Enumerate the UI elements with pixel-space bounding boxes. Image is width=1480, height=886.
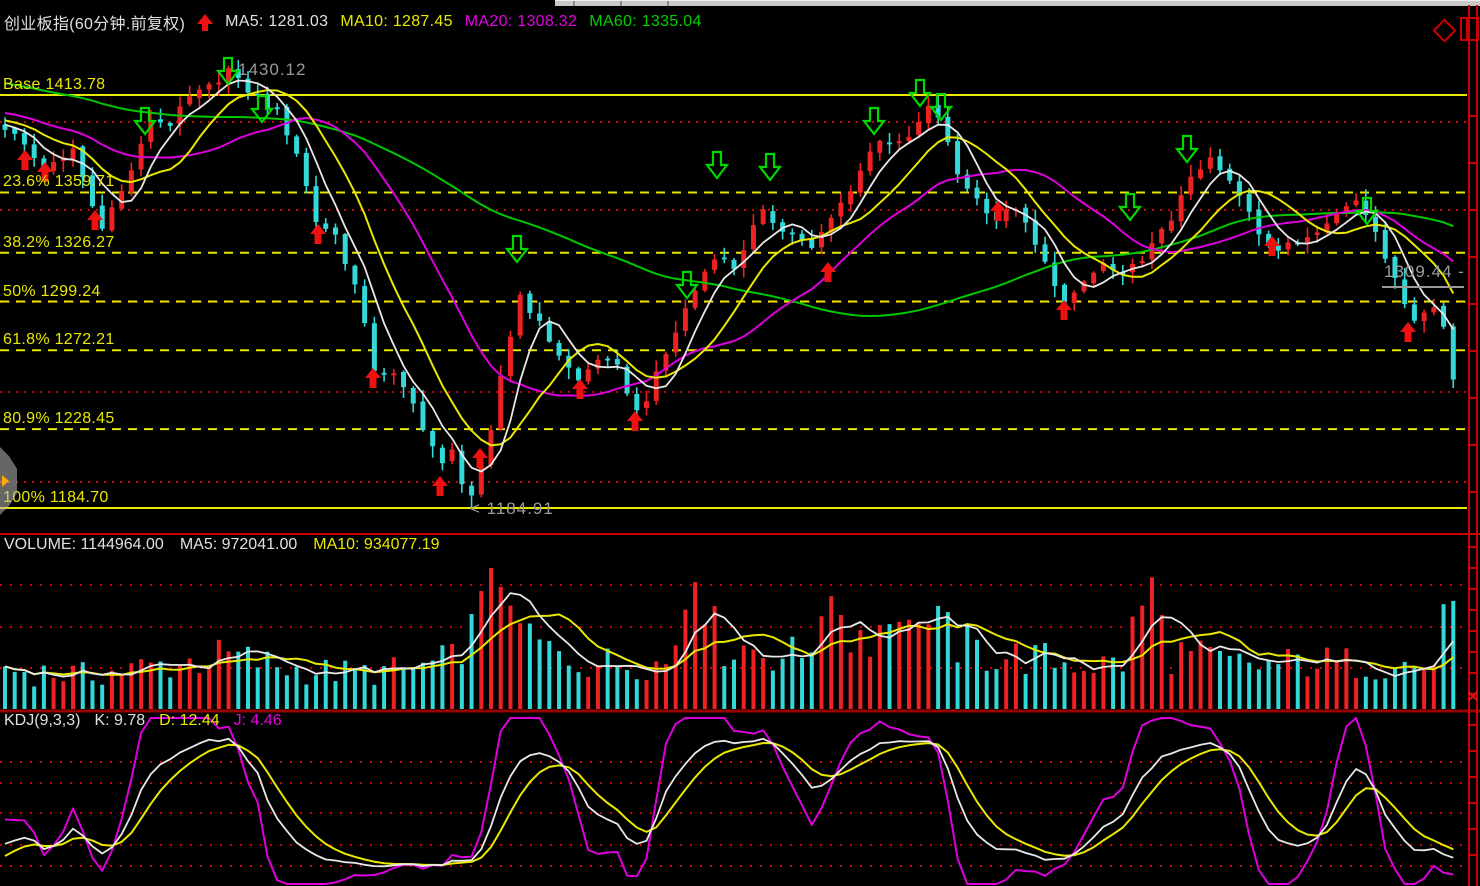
volume-panel-header: VOLUME: 1144964.00 MA5: 972041.00 MA10: … xyxy=(4,536,440,554)
kdj-j-line xyxy=(4,717,1454,885)
toolbar-separator xyxy=(667,1,669,6)
ma20-line xyxy=(4,112,1454,397)
ma10-line xyxy=(4,89,1455,447)
kdj-k-line xyxy=(4,737,1454,868)
fib-lines xyxy=(0,94,1467,510)
buy-signal-arrows xyxy=(17,150,1416,496)
volume-ma10-value: MA10: 934077.19 xyxy=(313,536,440,553)
candlestick-series xyxy=(2,60,1456,508)
kdj-k-value: K: 9.78 xyxy=(94,712,146,729)
measure-price-marker: 1309.44 - xyxy=(1384,262,1465,281)
sell-signal-arrows xyxy=(132,56,1380,300)
volume-ma5-line xyxy=(4,592,1455,678)
main-chart-header: 创业板指(60分钟.前复权) MA5: 1281.03 MA10: 1287.4… xyxy=(4,10,702,34)
ma60-value: MA60: 1335.04 xyxy=(589,13,702,30)
fib-label-50: 50% 1299.24 xyxy=(3,282,101,300)
fib-label-23-6: 23.6% 1359.71 xyxy=(3,173,115,191)
kdj-name: KDJ(9,3,3) xyxy=(4,712,81,729)
fib-label-100: 100% 1184.70 xyxy=(3,489,109,507)
fib-label-61-8: 61.8% 1272.21 xyxy=(3,331,115,349)
low-price-marker: < 1184.91 xyxy=(470,499,554,518)
split-window-icon[interactable] xyxy=(1460,17,1479,41)
ma60-line xyxy=(4,82,1454,317)
sidebar-collapse-handle[interactable] xyxy=(0,447,17,515)
high-price-marker: 1430.12 xyxy=(238,60,307,79)
panel-close-icon[interactable]: ✕ xyxy=(1466,689,1480,706)
kdj-panel-header: KDJ(9,3,3) K: 9.78 D: 12.44 J: 4.46 xyxy=(4,712,282,730)
toolbar-separator xyxy=(573,1,575,6)
volume-bars xyxy=(3,568,1456,709)
toolbar-separator xyxy=(620,1,622,6)
fib-label-80-9: 80.9% 1228.45 xyxy=(3,410,115,428)
ma10-value: MA10: 1287.45 xyxy=(340,13,453,30)
ma20-value: MA20: 1308.32 xyxy=(464,13,578,30)
ma5-line xyxy=(4,79,1455,473)
volume-ma5-value: MA5: 972041.00 xyxy=(179,536,298,553)
fib-label-38-2: 38.2% 1326.27 xyxy=(3,233,115,251)
toolbar-bottom-edge xyxy=(555,0,1480,6)
kdj-j-value: J: 4.46 xyxy=(233,712,282,729)
kdj-d-line xyxy=(4,742,1454,866)
grid-lines xyxy=(0,121,1467,483)
fib-label-base: Base 1413.78 xyxy=(3,76,106,93)
trend-up-icon xyxy=(197,13,214,31)
expand-arrow-icon xyxy=(2,475,9,487)
volume-value: VOLUME: 1144964.00 xyxy=(4,536,164,553)
kdj-d-value: D: 12.44 xyxy=(159,712,220,729)
instrument-title: 创业板指(60分钟.前复权) xyxy=(4,16,186,33)
ma5-value: MA5: 1281.03 xyxy=(225,13,329,30)
right-axis xyxy=(0,5,1480,886)
volume-ma10-line xyxy=(4,613,1454,676)
